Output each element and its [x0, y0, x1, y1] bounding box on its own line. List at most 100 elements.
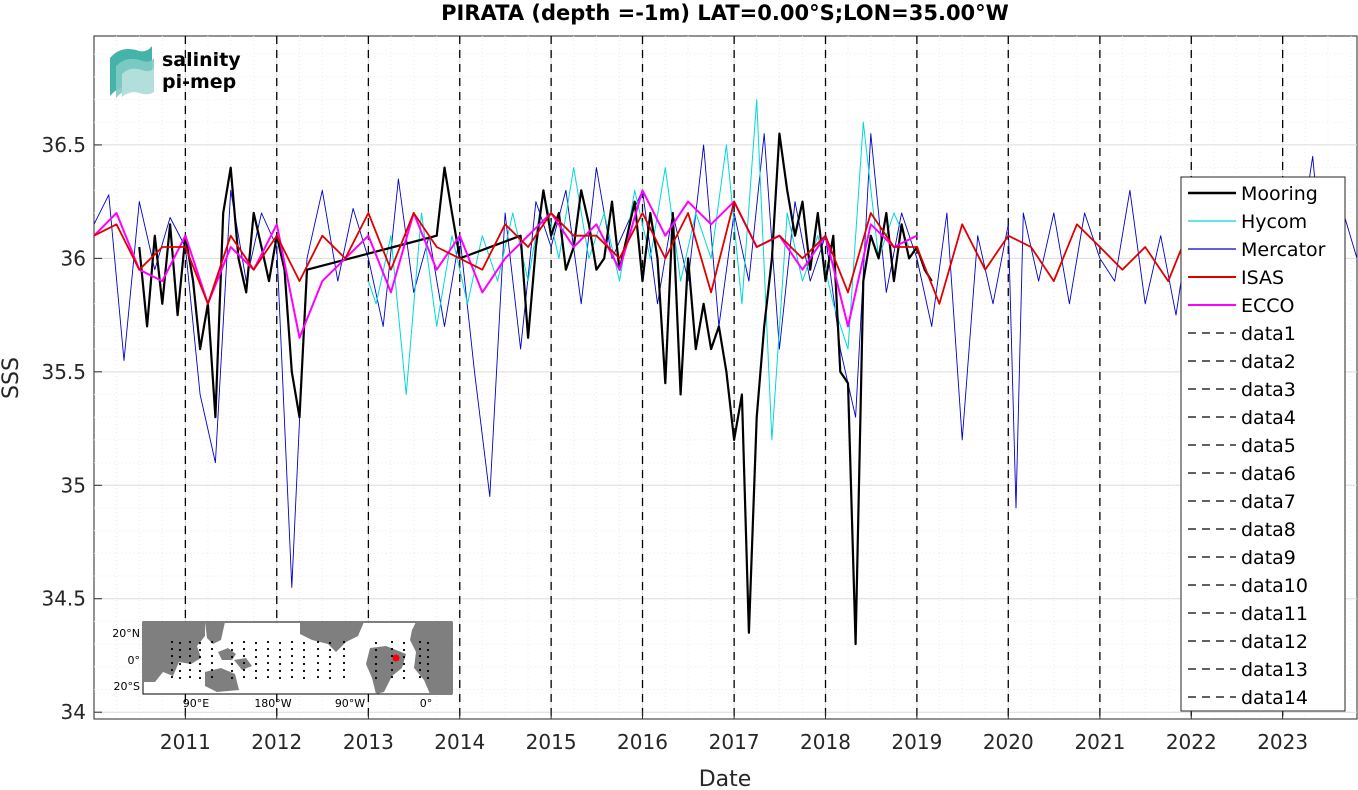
mooring-dot: [266, 640, 270, 644]
mooring-dot: [418, 668, 422, 672]
mooring-dot: [242, 661, 246, 665]
mooring-dot: [188, 661, 192, 665]
mooring-dot: [254, 669, 258, 673]
mooring-dot: [426, 648, 430, 652]
mooring-dot: [290, 654, 294, 658]
mooring-dot: [198, 662, 202, 666]
mooring-dot: [230, 662, 234, 666]
legend-label-data14: data14: [1241, 687, 1308, 709]
legend-label-data11: data11: [1241, 603, 1308, 625]
mooring-dot: [178, 676, 182, 680]
mooring-dot: [242, 654, 246, 658]
mooring-dot: [328, 641, 332, 645]
series-lines: [93, 99, 1358, 646]
series-line-mercator: [93, 133, 1358, 588]
mooring-dot: [342, 661, 346, 665]
mooring-dot: [198, 669, 202, 673]
mooring-dot: [210, 668, 214, 672]
legend-label-data4: data4: [1241, 407, 1296, 429]
mooring-dot: [230, 655, 234, 659]
mooring-dot: [254, 655, 258, 659]
mooring-dot: [198, 641, 202, 645]
mooring-dot: [188, 647, 192, 651]
mooring-dot: [342, 647, 346, 651]
mooring-dot: [426, 662, 430, 666]
mooring-dot: [374, 641, 378, 645]
series-line-hycom: [367, 99, 910, 441]
mooring-dot: [254, 648, 258, 652]
mooring-dot: [374, 676, 378, 680]
mooring-dot: [210, 675, 214, 679]
mooring-dot: [302, 655, 306, 659]
mooring-dot: [402, 669, 406, 673]
legend-label-data3: data3: [1241, 379, 1296, 401]
mooring-dot: [178, 655, 182, 659]
legend-label-mooring: Mooring: [1241, 183, 1318, 205]
mooring-dot: [188, 654, 192, 658]
mooring-dot: [170, 661, 174, 665]
mooring-dot: [402, 648, 406, 652]
salinity-pimep-logo: salinity pi-mep: [110, 46, 241, 98]
legend-label-data9: data9: [1241, 547, 1296, 569]
x-axis-label: Date: [699, 767, 752, 790]
mooring-dot: [170, 654, 174, 658]
mooring-dot: [188, 675, 192, 679]
mooring-dot: [328, 648, 332, 652]
mooring-dot: [230, 641, 234, 645]
mooring-dot: [328, 662, 332, 666]
mooring-dot: [242, 675, 246, 679]
legend-label-data12: data12: [1241, 631, 1308, 653]
mooring-dot: [374, 669, 378, 673]
mooring-dot: [178, 662, 182, 666]
legend-label-data5: data5: [1241, 435, 1296, 457]
legend-label-data13: data13: [1241, 659, 1308, 681]
mooring-dot: [278, 662, 282, 666]
mooring-dot: [278, 648, 282, 652]
mooring-dot: [290, 668, 294, 672]
legend-label-mercator: Mercator: [1241, 239, 1326, 261]
x-tick-label-2016: 2016: [617, 730, 668, 754]
mooring-dot: [426, 669, 430, 673]
mooring-dot: [210, 647, 214, 651]
mooring-dot: [418, 661, 422, 665]
mooring-dot: [170, 647, 174, 651]
mooring-dot: [198, 655, 202, 659]
mooring-dot: [426, 655, 430, 659]
mooring-dot: [266, 647, 270, 651]
mooring-dot: [198, 676, 202, 680]
mooring-dot: [290, 640, 294, 644]
mooring-dot: [278, 641, 282, 645]
x-tick-label-2012: 2012: [251, 730, 302, 754]
map-lon-label-90e: 90°E: [183, 697, 209, 710]
mooring-dot: [178, 648, 182, 652]
inset-map: 20°N 0° 20°S 90°E 180°W 90°W 0°: [112, 621, 453, 710]
mooring-dot: [328, 676, 332, 680]
map-lon-label-90w: 90°W: [335, 697, 365, 710]
legend-label-isas: ISAS: [1241, 267, 1284, 289]
y-axis-label: SSS: [0, 357, 24, 399]
mooring-dot: [188, 640, 192, 644]
x-tick-label-2023: 2023: [1257, 730, 1308, 754]
mooring-dot: [278, 676, 282, 680]
mooring-dot: [230, 676, 234, 680]
mooring-dot: [302, 648, 306, 652]
x-tick-label-2011: 2011: [160, 730, 211, 754]
mooring-dot: [426, 676, 430, 680]
legend-label-data10: data10: [1241, 575, 1308, 597]
legend-label-ecco: ECCO: [1241, 295, 1295, 317]
x-tick-label-2017: 2017: [709, 730, 760, 754]
mooring-dot: [210, 640, 214, 644]
mooring-dot: [342, 640, 346, 644]
x-tick-label-2018: 2018: [800, 730, 851, 754]
mooring-dot: [210, 661, 214, 665]
mooring-dot: [418, 654, 422, 658]
mooring-dot: [188, 668, 192, 672]
map-land-asia: [205, 622, 225, 644]
mooring-dot: [290, 647, 294, 651]
mooring-dot: [402, 676, 406, 680]
map-lon-label-180w: 180°W: [254, 697, 291, 710]
mooring-dot: [390, 661, 394, 665]
mooring-dot: [290, 661, 294, 665]
mooring-dot: [402, 655, 406, 659]
y-tick-label-35: 35: [61, 473, 86, 497]
